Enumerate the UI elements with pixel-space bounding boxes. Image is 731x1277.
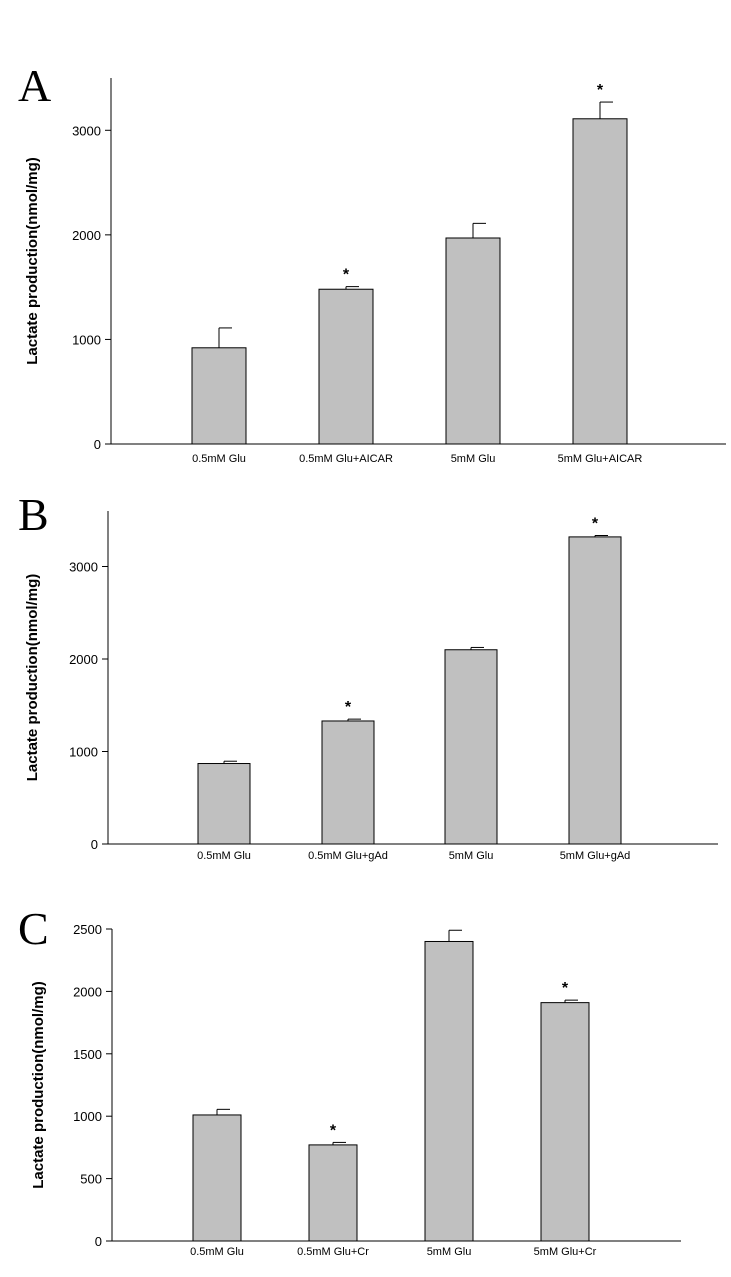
panel-letter: B (18, 489, 49, 540)
y-tick-label: 500 (80, 1172, 102, 1187)
y-axis-label: Lactate production(nmol/mg) (24, 574, 41, 782)
x-category-label: 5mM Glu+gAd (560, 850, 631, 862)
bar (197, 763, 251, 845)
bar (572, 118, 628, 445)
bar (192, 1114, 242, 1242)
bar (445, 237, 501, 445)
significance-marker: * (330, 1122, 337, 1139)
y-tick-label: 1000 (73, 1109, 102, 1124)
y-tick-label: 2000 (72, 228, 101, 243)
panel-letter: C (18, 903, 49, 954)
significance-marker: * (592, 516, 599, 533)
chart-panel-b: B Lactate production(nmol/mg) 0 1000 2000 300… (18, 489, 718, 862)
y-tick-label: 0 (94, 437, 101, 452)
x-category-label: 0.5mM Glu+gAd (308, 850, 388, 862)
significance-marker: * (345, 699, 352, 716)
chart-panel-c: C Lactate production(nmol/mg) 0 500 1000 1500… (18, 903, 681, 1258)
y-tick-label: 2000 (69, 652, 98, 667)
bar (568, 536, 622, 845)
y-tick-label: 3000 (69, 560, 98, 575)
bar (321, 720, 375, 845)
x-category-label: 0.5mM Glu (192, 453, 246, 465)
x-category-label: 5mM Glu (451, 453, 496, 465)
bar (444, 649, 498, 845)
bar (424, 940, 474, 1242)
bar (308, 1144, 358, 1242)
bar (540, 1002, 590, 1242)
chart-panel-a: A Lactate production(nmol/mg) 0 1000 2000 300… (18, 60, 726, 465)
panel-letter: A (18, 60, 51, 111)
significance-marker: * (343, 267, 350, 284)
x-category-label: 0.5mM Glu (197, 850, 251, 862)
x-category-label: 5mM Glu (427, 1246, 472, 1258)
y-tick-label: 1000 (69, 745, 98, 760)
y-axis-label: Lactate production(nmol/mg) (30, 981, 47, 1189)
x-category-label: 0.5mM Glu+AICAR (299, 453, 393, 465)
y-tick-label: 2500 (73, 922, 102, 937)
x-category-label: 0.5mM Glu (190, 1246, 244, 1258)
y-tick-label: 2000 (73, 984, 102, 999)
x-category-label: 5mM Glu+AICAR (558, 453, 643, 465)
y-tick-label: 3000 (72, 123, 101, 138)
y-tick-label: 1000 (72, 332, 101, 347)
x-category-label: 0.5mM Glu+Cr (297, 1246, 369, 1258)
bar (191, 347, 247, 445)
x-category-label: 5mM Glu (449, 850, 494, 862)
y-axis-label: Lactate production(nmol/mg) (24, 157, 41, 365)
x-category-label: 5mM Glu+Cr (534, 1246, 597, 1258)
y-tick-label: 0 (95, 1234, 102, 1249)
y-tick-label: 0 (91, 837, 98, 852)
y-tick-label: 1500 (73, 1047, 102, 1062)
significance-marker: * (597, 82, 604, 99)
significance-marker: * (562, 980, 569, 997)
bar (318, 288, 374, 445)
